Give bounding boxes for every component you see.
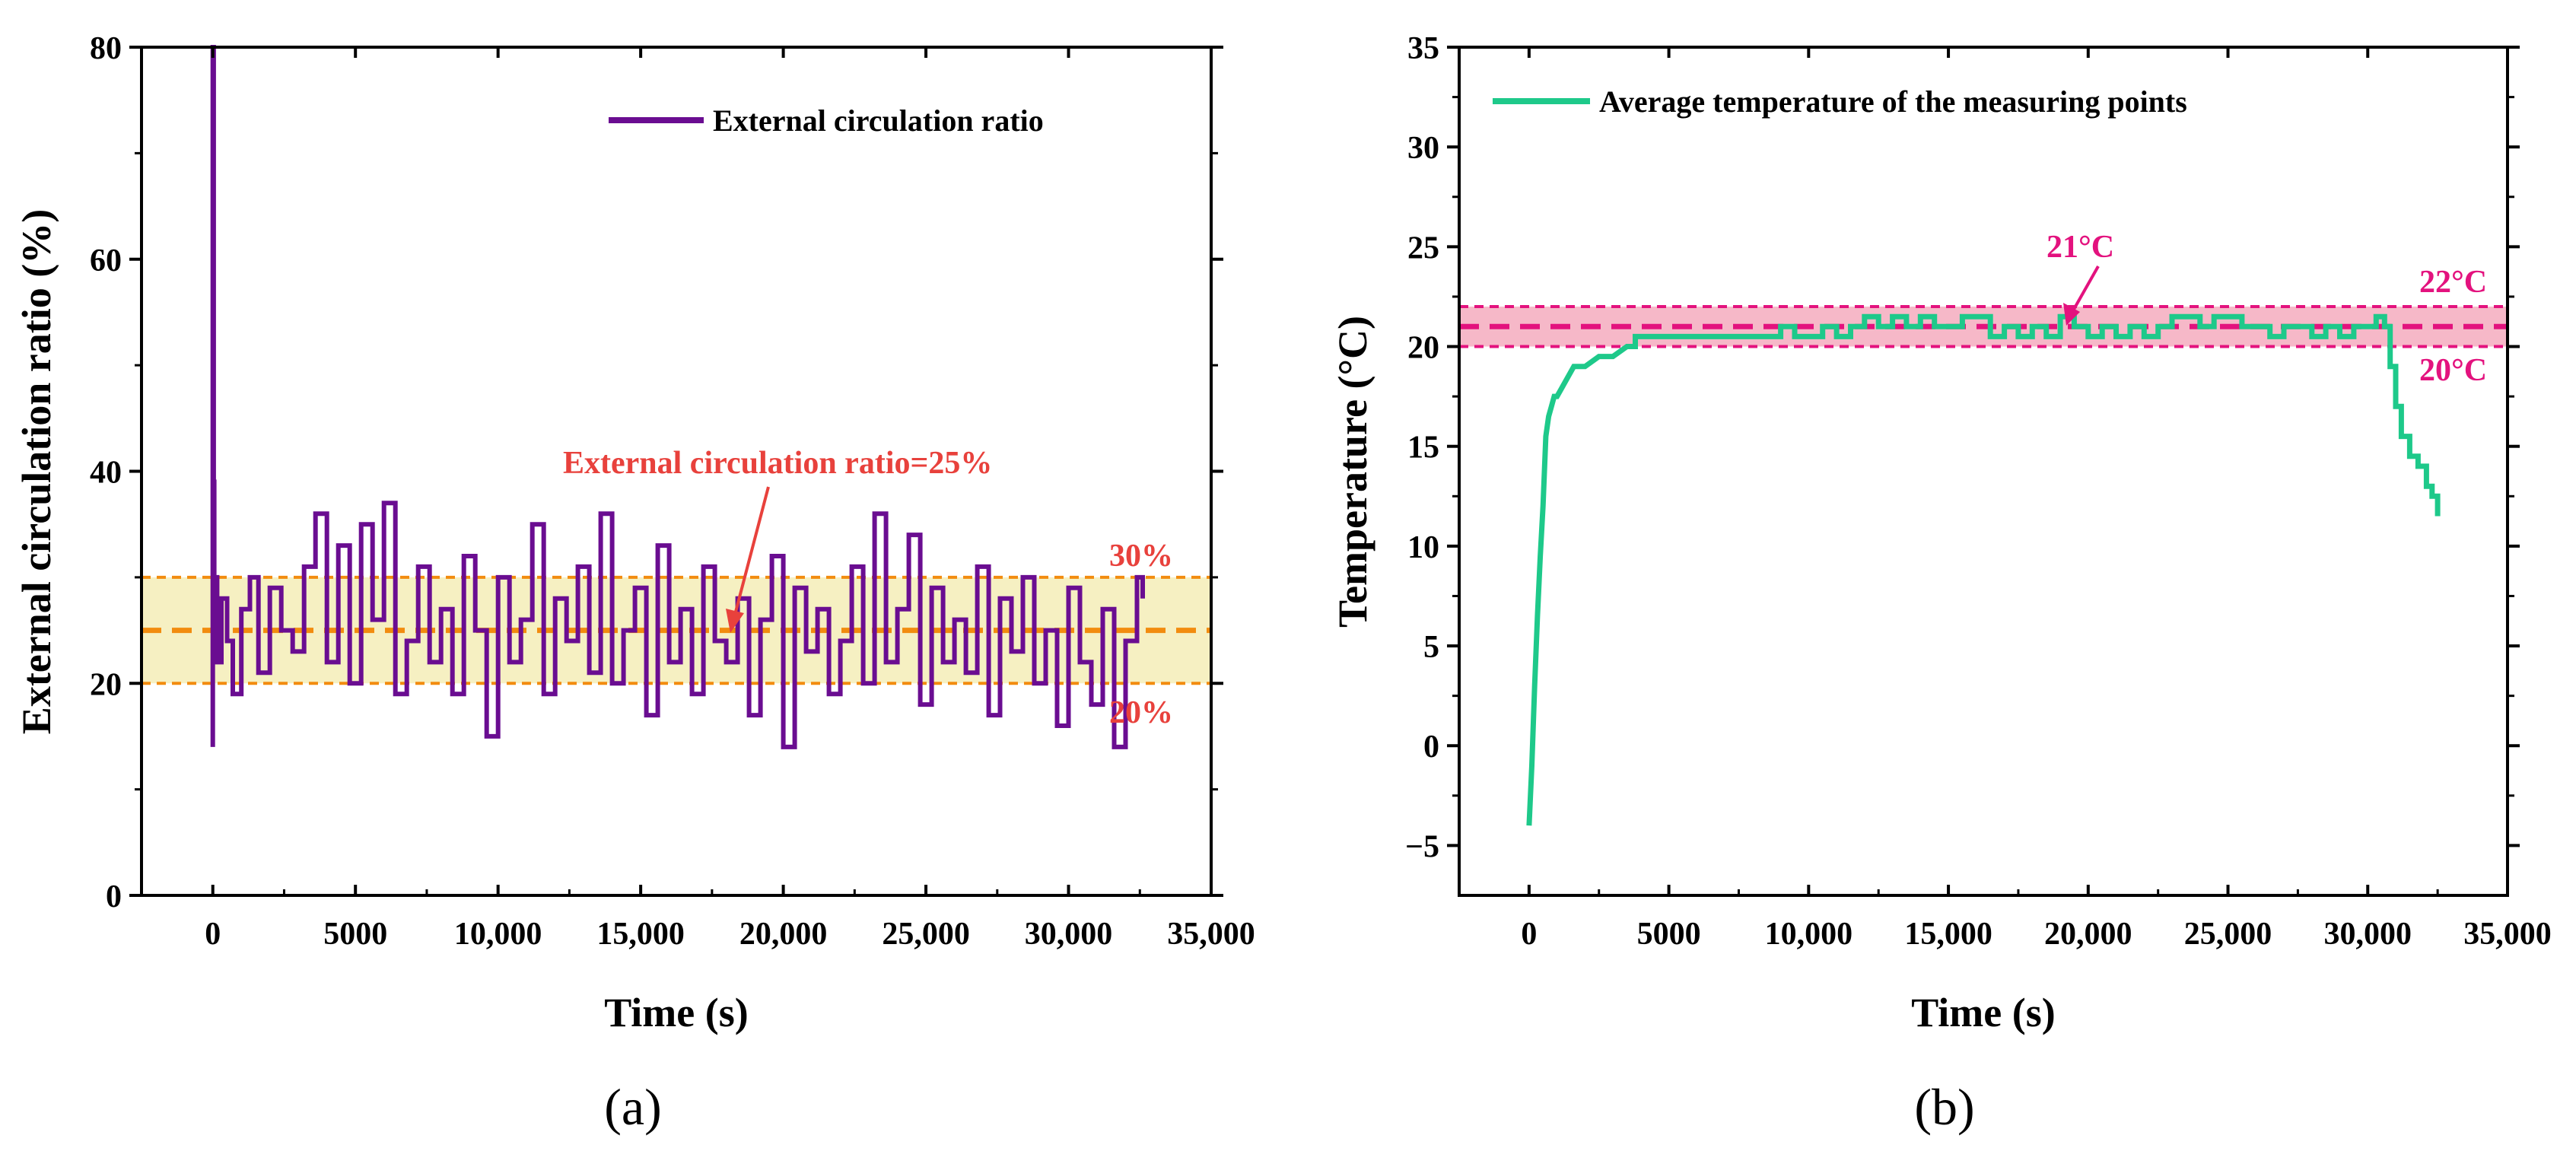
a-legend-label: External circulation ratio [713,103,1044,138]
a-y-tick-label: 80 [90,31,122,66]
b-ref-arrowhead [2063,303,2080,326]
b-series-line-0 [1526,313,2441,826]
a-ref-annotation: External circulation ratio=25% [563,446,992,481]
b-ref-arrow [2071,265,2100,313]
b-x-tick-label: 20,000 [2044,917,2132,952]
b-y-tick-label: 10 [1407,530,1439,565]
a-x-tick-label: 25,000 [882,917,970,952]
b-x-tick-label: 15,000 [1904,917,1992,952]
a-panel-label: (a) [604,1078,661,1136]
a-y-tick-label: 20 [90,667,122,702]
b-y-tick-label: 0 [1423,730,1439,765]
a-lower-annotation: 20% [1109,695,1173,730]
b-y-tick-label: 25 [1407,231,1439,265]
panel-a: 0 5000 10,000 15,000 20,000 25,000 30,000 35,00… [14,31,1255,1136]
a-ref-arrow [733,486,770,615]
a-x-tick-label: 10,000 [454,917,542,952]
b-x-tick-label: 0 [1521,917,1537,952]
b-legend-label: Average temperature of the measuring poi… [1599,84,2187,119]
b-y-tick-label: 15 [1407,431,1439,466]
b-y-tick-label: 5 [1423,630,1439,665]
b-ref-annotation: 21°C [2046,230,2114,265]
a-x-tick-label: 15,000 [596,917,685,952]
b-x-tick-label: 35,000 [2463,917,2552,952]
a-series-layer [210,45,1145,749]
b-y-tick-label: 20 [1407,331,1439,366]
b-lower-annotation: 20°C [2419,353,2487,388]
a-x-tick-label: 5000 [323,917,387,952]
a-x-tick-label: 30,000 [1025,917,1113,952]
a-series-line-0 [210,45,1145,749]
a-y-tick-label: 40 [90,456,122,491]
b-x-axis-title: Time (s) [1911,990,2055,1035]
a-y-tick-label: 0 [106,879,122,914]
b-series-layer [1526,313,2441,826]
b-y-tick-label: −5 [1405,829,1439,864]
a-x-tick-label: 20,000 [739,917,828,952]
b-y-tick-label: 30 [1407,131,1439,166]
a-ticks: 0 5000 10,000 15,000 20,000 25,000 30,000 35,00… [90,31,1255,952]
b-y-axis-title: Temperature (°C) [1330,316,1375,628]
b-y-tick-label: 35 [1407,31,1439,66]
panel-b: 0 5000 10,000 15,000 20,000 25,000 30,000 35,00… [1330,31,2552,1136]
a-y-tick-label: 60 [90,243,122,278]
b-plot-frame [1458,46,2509,897]
b-upper-annotation: 22°C [2419,265,2487,300]
b-x-tick-label: 10,000 [1765,917,1853,952]
a-x-tick-label: 35,000 [1167,917,1255,952]
a-upper-annotation: 30% [1109,539,1173,574]
b-ticks: 0 5000 10,000 15,000 20,000 25,000 30,000 35,00… [1405,31,2552,952]
a-x-axis-title: Time (s) [604,990,748,1035]
b-x-tick-label: 25,000 [2184,917,2272,952]
b-x-tick-label: 5000 [1637,917,1701,952]
a-ref-arrowhead [726,609,744,633]
a-y-axis-title: External circulation ratio (%) [14,209,59,734]
b-x-tick-label: 30,000 [2324,917,2412,952]
a-x-tick-label: 0 [205,917,221,952]
b-panel-label: (b) [1914,1078,1974,1136]
